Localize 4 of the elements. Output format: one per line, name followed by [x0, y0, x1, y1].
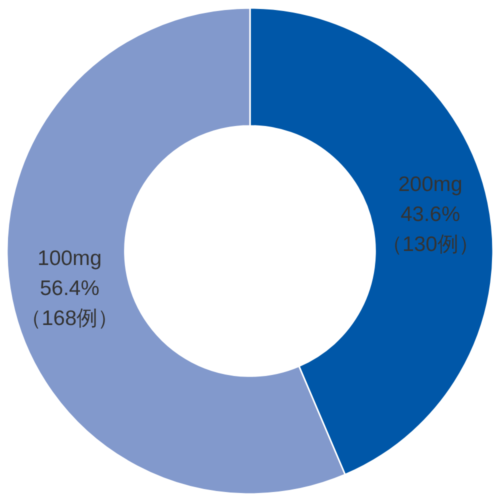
slice-label: 100mg — [38, 246, 102, 270]
slice-label: 200mg — [398, 173, 462, 196]
data-label: 43.6% （130例） — [381, 203, 480, 256]
data-label: 56.4% （168例） — [20, 276, 119, 330]
